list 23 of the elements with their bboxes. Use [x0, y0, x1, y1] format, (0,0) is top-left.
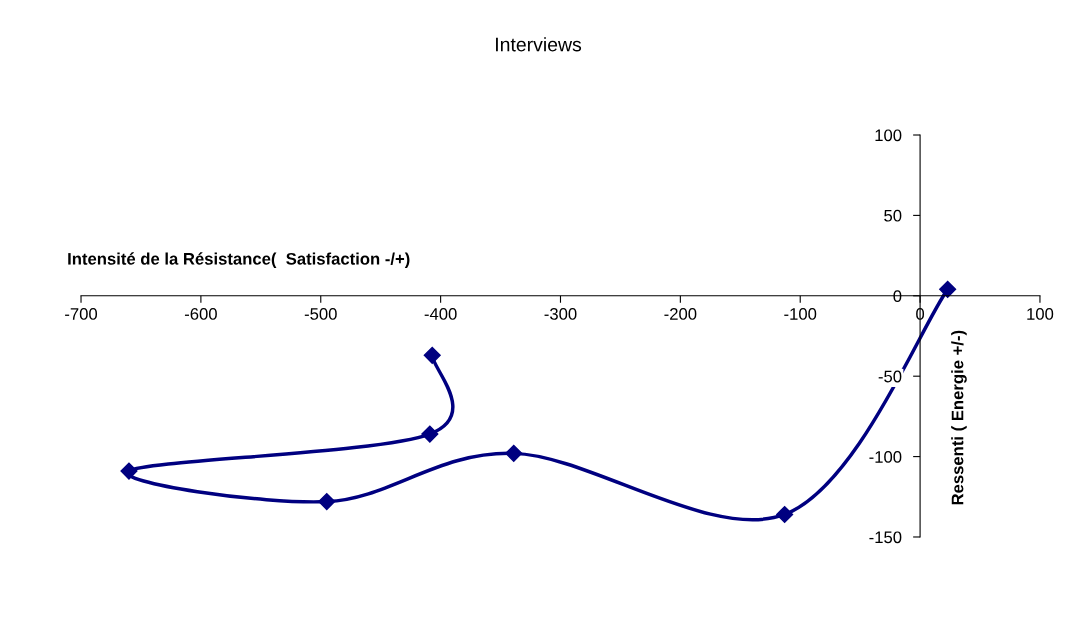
point [939, 280, 957, 298]
y-tick-label: -150 [869, 531, 902, 544]
y-tick-label: 50 [884, 209, 902, 222]
point [318, 493, 336, 511]
y-tick-label: -100 [869, 450, 902, 463]
y-tick-label: -50 [878, 370, 902, 383]
x-tick-label: 100 [1027, 308, 1054, 320]
y-axis-title: Ressenti ( Energie +/-) [951, 330, 967, 505]
chart-title: Interviews [496, 37, 582, 52]
y-tick-label: 100 [875, 129, 902, 142]
point [120, 462, 138, 480]
x-tick-label: -700 [65, 308, 98, 320]
point [505, 444, 523, 462]
point [421, 425, 439, 443]
x-tick-label: -100 [784, 308, 817, 320]
x-tick-label: -600 [184, 308, 217, 320]
x-tick-label: -400 [424, 308, 457, 320]
point [423, 346, 441, 364]
x-axis-title: Intensité de la Résistance( Satisfaction -/+) [68, 252, 410, 269]
point [776, 505, 794, 524]
x-tick-label: -200 [664, 308, 697, 320]
x-tick-label: -300 [544, 308, 577, 320]
x-tick-label: -500 [304, 308, 337, 320]
